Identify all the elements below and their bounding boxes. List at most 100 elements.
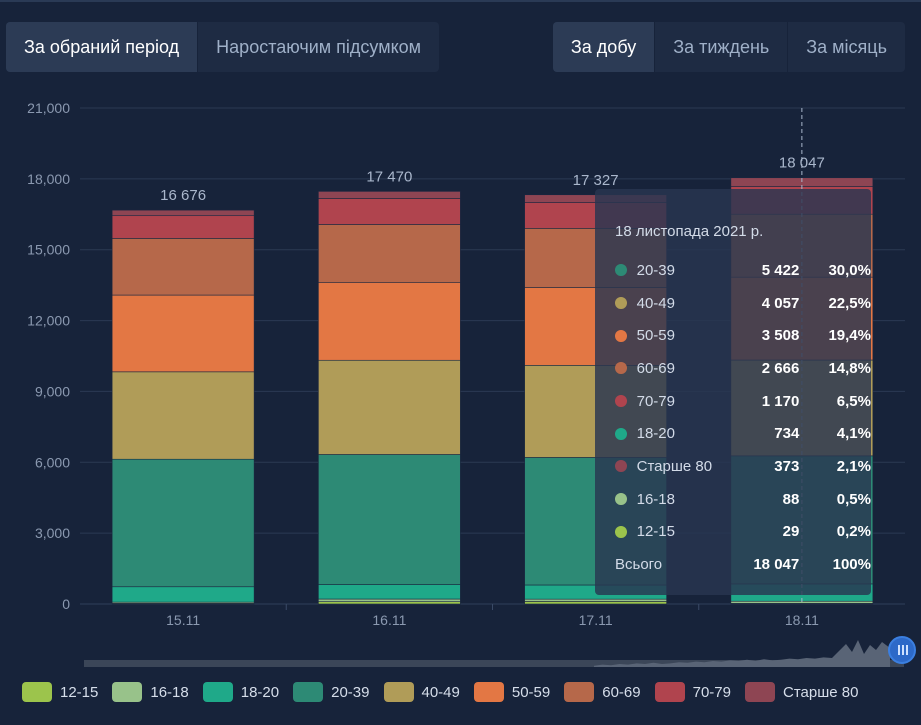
legend-label: 40-49 (421, 683, 460, 701)
tooltip-series-pct: 6,5% (836, 392, 871, 410)
tooltip-series-pct: 4,1% (836, 425, 871, 443)
legend-item[interactable]: Старше 80 (745, 682, 858, 702)
navigator-sparkline (594, 640, 890, 667)
granularity-button-2[interactable]: За місяць (806, 37, 887, 57)
granularity-button-1[interactable]: За тиждень (655, 22, 789, 72)
bar-segment (318, 282, 461, 361)
tooltip-total-label: Всього (615, 556, 663, 574)
bar-segment (318, 198, 461, 225)
tooltip-series-value: 4 057 (761, 294, 800, 312)
y-tick-label: 18,000 (27, 171, 70, 187)
bar-segment (318, 598, 461, 602)
tooltip-dot-icon (615, 395, 627, 408)
x-tick-label: 15.11 (166, 612, 200, 628)
y-tick-label: 0 (62, 596, 70, 612)
tooltip-row: 20-39 5 422 30,0% (615, 254, 871, 287)
tooltip-row: 18-20 734 4,1% (615, 417, 871, 450)
period-mode-toggle: За обраний період Наростаючим підсумком (6, 22, 440, 72)
bar-segment (111, 209, 255, 217)
legend-label: 12-15 (60, 683, 99, 701)
bar-total-label: 16 676 (160, 187, 206, 204)
tooltip-series-pct: 30,0% (828, 261, 871, 279)
y-tick-label: 6,000 (35, 454, 70, 470)
period-mode-button-1[interactable]: Наростаючим підсумком (216, 37, 422, 57)
tooltip-series-name: 18-20 (636, 425, 675, 443)
legend-item[interactable]: 50-59 (473, 682, 551, 702)
legend-label: Старше 80 (783, 683, 859, 701)
legend-swatch-icon (745, 682, 775, 702)
legend-swatch-icon (383, 682, 414, 702)
chart-tooltip: 18 листопада 2021 р. 20-39 5 422 30,0% 40-4… (595, 189, 871, 595)
tooltip-row: 40-49 4 057 22,5% (615, 287, 871, 320)
tooltip-row: 60-69 2 666 14,8% (615, 352, 871, 385)
tooltip-series-pct: 0,2% (836, 523, 871, 541)
legend-swatch-icon (112, 682, 143, 702)
tooltip-date: 18 листопада 2021 р. (615, 223, 764, 240)
legend-item[interactable]: 40-49 (383, 682, 460, 702)
y-tick-label: 21,000 (27, 100, 70, 116)
bar-total-label: 17 327 (573, 172, 619, 189)
zoom-scroll-handle[interactable] (888, 636, 916, 664)
bar-segment (524, 598, 667, 602)
tooltip-series-name: 70-79 (636, 392, 675, 410)
tooltip-dot-icon (615, 297, 627, 310)
tooltip-dot-icon (615, 362, 627, 375)
bar-segment (318, 584, 461, 600)
bar-segment (318, 454, 461, 585)
tooltip-series-value: 29 (782, 523, 800, 541)
tooltip-dot-icon (615, 329, 627, 342)
legend-label: 60-69 (602, 683, 641, 701)
tooltip-dot-icon (615, 264, 627, 277)
legend-item[interactable]: 20-39 (293, 682, 370, 702)
legend-item[interactable]: 16-18 (112, 682, 189, 702)
legend-label: 70-79 (692, 683, 731, 701)
tooltip-series-name: 16-18 (636, 490, 675, 508)
legend-item[interactable]: 18-20 (202, 682, 279, 702)
tooltip-series-value: 2 666 (761, 359, 800, 377)
tooltip-series-value: 88 (782, 490, 800, 508)
bar-segment (111, 294, 255, 373)
bar-segment (111, 215, 255, 239)
legend-swatch-icon (564, 682, 595, 702)
y-tick-label: 12,000 (27, 313, 70, 329)
top-border (0, 0, 921, 2)
y-tick-label: 15,000 (27, 242, 70, 258)
tooltip-dot-icon (615, 493, 627, 506)
chart-legend: 12-15 16-18 18-20 20-39 40-49 50-59 60-69 70-79… (22, 680, 872, 704)
tooltip-dot-icon (615, 525, 627, 538)
bar-segment (318, 601, 461, 605)
bar-segment (111, 586, 255, 603)
legend-item[interactable]: 60-69 (564, 682, 641, 702)
tooltip-series-value: 5 422 (761, 261, 800, 279)
x-tick-label: 16.11 (372, 612, 406, 628)
tooltip-dot-icon (615, 427, 627, 440)
tooltip-series-pct: 19,4% (828, 327, 871, 345)
tooltip-series-value: 734 (774, 425, 800, 443)
tooltip-series-pct: 2,1% (836, 457, 871, 475)
tooltip-series-pct: 14,8% (828, 359, 871, 377)
tooltip-row: 70-79 1 170 6,5% (615, 385, 871, 418)
tooltip-row: 12-15 29 0,2% (615, 516, 871, 549)
legend-item[interactable]: 12-15 (22, 682, 98, 702)
tooltip-row: Старше 80 373 2,1% (615, 450, 871, 483)
legend-item[interactable]: 70-79 (654, 682, 731, 702)
legend-label: 50-59 (511, 683, 551, 701)
legend-swatch-icon (654, 682, 685, 702)
legend-swatch-icon (473, 682, 504, 702)
tooltip-row: 50-59 3 508 19,4% (615, 319, 871, 352)
legend-swatch-icon (202, 682, 233, 702)
tooltip-series-value: 1 170 (761, 392, 800, 410)
bar-segment (111, 458, 255, 588)
granularity-button-0[interactable]: За добу (552, 22, 656, 72)
x-tick-label: 18.11 (785, 612, 819, 628)
legend-swatch-icon (22, 682, 52, 702)
tooltip-series-pct: 22,5% (828, 294, 871, 312)
bar-segment (318, 224, 461, 283)
tooltip-series-name: 40-49 (636, 294, 675, 312)
tooltip-total-row: Всього 18 047 100% (615, 548, 871, 581)
tooltip-series-name: 50-59 (636, 327, 675, 345)
bar-segment (524, 601, 667, 605)
tooltip-series-value: 373 (774, 457, 800, 475)
period-mode-button-0[interactable]: За обраний період (6, 22, 199, 72)
tooltip-dot-icon (615, 460, 627, 473)
